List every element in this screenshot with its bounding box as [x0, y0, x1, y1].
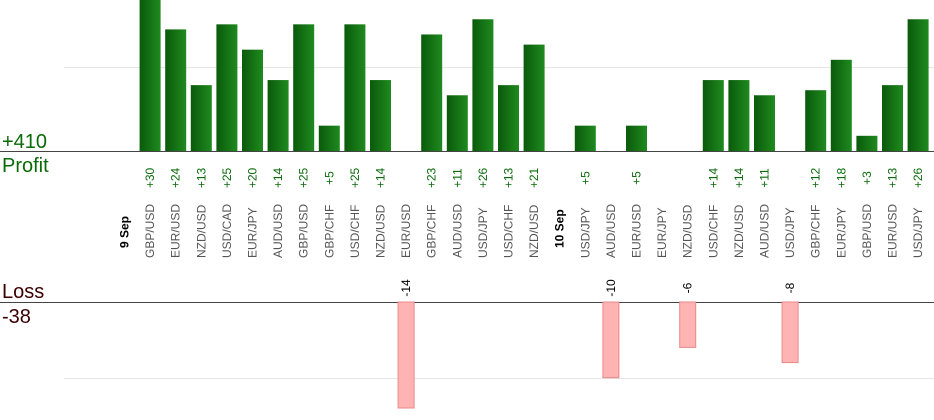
profit-value-label: +21 — [527, 167, 541, 188]
profit-bar — [293, 24, 315, 151]
profit-value-label: +14 — [271, 167, 285, 188]
profit-bar — [754, 95, 775, 151]
pair-label: USD/CHF — [706, 205, 720, 258]
profit-value-label: +25 — [348, 167, 362, 188]
loss-total: -38 — [2, 306, 31, 328]
loss-bar — [781, 301, 799, 364]
pair-label: NZD/USD — [732, 204, 746, 258]
profit-value-label: +23 — [425, 167, 439, 188]
profit-value-label: +13 — [194, 167, 208, 188]
pair-label: AUD/USD — [450, 204, 464, 258]
profit-value-label: +30 — [143, 167, 157, 188]
pair-label: USD/CAD — [220, 204, 234, 258]
profit-bar — [830, 59, 852, 151]
loss-value-label: -10 — [604, 279, 618, 297]
pair-label: GBP/CHF — [322, 205, 336, 258]
loss-value-label: -8 — [783, 282, 797, 293]
profit-bar — [907, 19, 929, 152]
profit-value-label: +25 — [297, 167, 311, 188]
pair-label: NZD/USD — [527, 204, 541, 258]
profit-value-label: +25 — [220, 167, 234, 188]
profit-value-label: +3 — [860, 171, 874, 185]
pair-label: EUR/JPY — [246, 207, 260, 258]
profit-bar — [856, 135, 878, 151]
profit-value-label: +11 — [450, 168, 464, 188]
profit-value-label: +26 — [476, 167, 490, 188]
profit-label: Profit — [2, 155, 49, 177]
profit-bar — [574, 125, 596, 151]
pair-label: GBP/CHF — [425, 205, 439, 258]
profit-value-label: +24 — [169, 167, 183, 188]
date-label: 10 Sep — [553, 209, 567, 248]
profit-bar — [805, 90, 827, 151]
loss-value-label: -6 — [681, 282, 695, 293]
profit-value-label: +13 — [502, 167, 516, 188]
pair-label: NZD/USD — [374, 204, 388, 258]
loss-bar — [602, 301, 620, 379]
profit-value-label: +12 — [809, 167, 823, 188]
profit-bar — [267, 80, 289, 151]
pair-label: EUR/USD — [399, 204, 413, 258]
profit-value-label: +11 — [758, 168, 772, 188]
pair-label: EUR/USD — [886, 204, 900, 258]
profit-total: +410 — [2, 131, 47, 153]
date-label: 9 Sep — [118, 216, 132, 248]
pair-label: EUR/JPY — [834, 207, 848, 258]
profit-bar — [242, 49, 263, 151]
bars — [139, 0, 929, 409]
pair-label: GBP/CHF — [809, 205, 823, 258]
profit-bar — [216, 24, 238, 151]
profit-value-label: +18 — [834, 167, 848, 188]
profit-value-label: +5 — [630, 171, 644, 185]
profit-bar — [318, 125, 340, 151]
pair-label: USD/CHF — [502, 205, 516, 258]
profit-value-label: +13 — [886, 167, 900, 188]
pair-label: EUR/USD — [630, 204, 644, 258]
pair-label: GBP/USD — [143, 204, 157, 258]
pair-label: USD/JPY — [578, 207, 592, 258]
profit-bar — [702, 80, 724, 151]
pair-label: AUD/USD — [271, 204, 285, 258]
pair-label: NZD/USD — [681, 204, 695, 258]
loss-label: Loss — [2, 281, 44, 303]
profit-value-label: +14 — [706, 167, 720, 188]
profit-value-label: +26 — [911, 167, 925, 188]
profit-value-label: +20 — [246, 167, 260, 188]
pair-label: EUR/USD — [169, 204, 183, 258]
profit-bar — [882, 85, 903, 151]
profit-bar — [421, 34, 443, 151]
profit-value-label: +5 — [578, 171, 592, 185]
loss-bar — [679, 301, 697, 348]
profit-bar — [190, 85, 212, 151]
pair-label: USD/JPY — [476, 207, 490, 258]
pair-label: GBP/USD — [860, 204, 874, 258]
profit-value-label: +14 — [732, 167, 746, 188]
profit-bar — [523, 44, 545, 151]
pair-label: USD/CHF — [348, 205, 362, 258]
loss-bar — [397, 301, 415, 409]
profit-bar — [165, 29, 187, 151]
labels: 9 Sep GBP/USD +30 EUR/USD +24 NZD/USD +13 USD/C… — [118, 167, 926, 296]
loss-value-label: -14 — [399, 279, 413, 297]
profit-value-label: +5 — [322, 171, 336, 185]
pair-label: USD/JPY — [911, 207, 925, 258]
pair-label: NZD/USD — [194, 204, 208, 258]
profit-bar — [139, 0, 161, 151]
profit-bar — [626, 125, 647, 151]
pair-label: AUD/USD — [604, 204, 618, 258]
profit-bar — [472, 19, 494, 152]
pair-label: USD/JPY — [783, 207, 797, 258]
profit-value-label: +14 — [374, 167, 388, 188]
pair-label: EUR/JPY — [655, 207, 669, 258]
profit-bar — [344, 24, 366, 151]
profit-bar — [446, 95, 468, 151]
profit-bar — [498, 85, 519, 151]
profit-bar — [370, 80, 391, 151]
pair-label: AUD/USD — [758, 204, 772, 258]
profit-bar — [728, 80, 750, 151]
pair-label: GBP/USD — [297, 204, 311, 258]
grid-lines — [0, 67, 934, 379]
